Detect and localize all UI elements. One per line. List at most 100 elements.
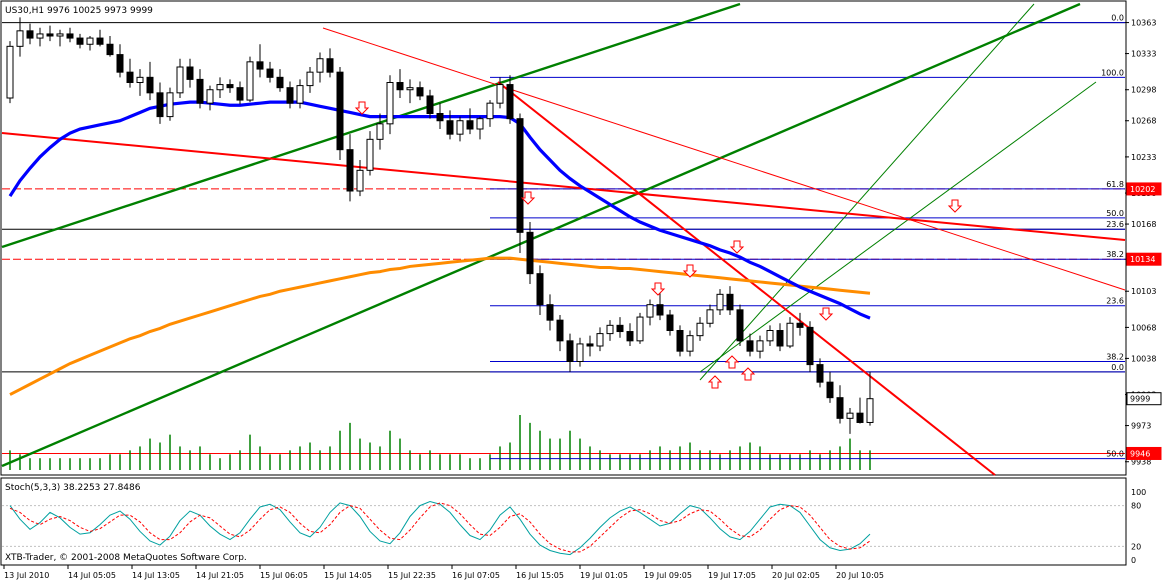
candle-body <box>406 87 414 91</box>
candle-body <box>556 319 564 342</box>
candle-body <box>466 120 474 130</box>
candle-body <box>396 82 404 91</box>
candle-body <box>816 364 824 383</box>
candle-body <box>756 340 764 352</box>
price-tick-label: 9938 <box>1131 458 1151 467</box>
candle-body <box>346 149 354 192</box>
time-label: 19 Jul 17:05 <box>708 571 756 580</box>
price-tick-label: 10168 <box>1131 220 1156 229</box>
candle-body <box>626 331 634 342</box>
candle-body <box>66 33 74 39</box>
candle-body <box>616 324 624 333</box>
candle-body <box>426 95 434 114</box>
candle-body <box>416 87 424 97</box>
fib-label: 50.0 <box>1106 209 1124 218</box>
price-tick-label: 10363 <box>1131 19 1156 28</box>
candle-body <box>376 123 384 140</box>
fib-label: 0.0 <box>1111 14 1124 23</box>
candle-body <box>656 304 664 316</box>
buy-arrow-icon <box>724 355 740 369</box>
candle-body <box>256 61 264 70</box>
time-label: 19 Jul 01:05 <box>580 571 628 580</box>
time-label: 15 Jul 14:05 <box>324 571 372 580</box>
candle-body <box>56 33 64 37</box>
fib-label: 38.2 <box>1106 250 1124 259</box>
candle-body <box>16 30 24 47</box>
time-axis: 13 Jul 2010 14 Jul 05:05 14 Jul 13:05 14 Ju… <box>3 565 884 580</box>
candle-body <box>316 58 324 73</box>
candle-body <box>116 54 124 73</box>
fib-label: 50.0 <box>1106 450 1124 459</box>
candle-body <box>606 324 614 335</box>
candle-body <box>696 322 704 337</box>
fib-label: 38.2 <box>1106 353 1124 362</box>
candle-body <box>206 89 214 104</box>
trend-line-green-thin <box>699 81 1097 373</box>
candle-body <box>446 120 454 135</box>
candle-body <box>676 330 684 352</box>
candle-body <box>506 84 514 120</box>
stoch-main-line <box>9 500 871 556</box>
candle-body <box>726 293 734 311</box>
price-tick-label: 10103 <box>1131 287 1156 296</box>
indicator-label: Stoch(5,3,3) 38.2253 27.8486 <box>5 483 141 493</box>
candle-body <box>356 169 364 192</box>
candle-body <box>636 316 644 342</box>
candle-body <box>646 304 654 318</box>
candle-body <box>286 87 294 104</box>
candle-body <box>266 68 274 78</box>
candle-body <box>96 37 104 45</box>
candle-body <box>366 138 374 171</box>
sell-arrow-icon <box>354 101 370 115</box>
candle-body <box>296 85 304 104</box>
stochastic-oscillator: 100 80 20 0 <box>2 488 1146 565</box>
fib-label: 61.8 <box>1106 180 1124 189</box>
price-tick-label: 10298 <box>1131 86 1156 95</box>
time-label: 20 Jul 10:05 <box>836 571 884 580</box>
candle-body <box>156 92 164 118</box>
candle-body <box>236 87 244 101</box>
price-tick-label: 9973 <box>1131 422 1151 431</box>
candle-body <box>566 340 574 363</box>
candle-body <box>326 58 334 73</box>
price-tick-label: 10233 <box>1131 153 1156 162</box>
trend-line-red-thin <box>322 27 1126 291</box>
candle-body <box>826 381 834 399</box>
candle-body <box>76 37 84 45</box>
candle-body <box>536 273 544 306</box>
stoch-tick-label: 100 <box>1131 488 1146 497</box>
candles <box>6 17 874 434</box>
candle-body <box>846 412 854 419</box>
trend-line-red <box>1 132 1126 241</box>
volume-bars <box>9 415 871 470</box>
price-tag-label: 10134 <box>1130 255 1155 264</box>
sell-arrow-icon <box>650 282 666 296</box>
candle-body <box>106 43 114 56</box>
candle-body <box>526 231 534 275</box>
candle-body <box>136 76 144 84</box>
fib-label: 23.6 <box>1106 220 1124 229</box>
candle-body <box>496 84 504 104</box>
sell-arrow-icon <box>818 307 834 321</box>
price-tick-label: 10333 <box>1131 50 1156 59</box>
price-tag <box>1126 252 1162 266</box>
candle-body <box>546 304 554 321</box>
sell-arrow-icon <box>729 240 745 254</box>
candle-body <box>516 118 524 233</box>
price-tag <box>1126 392 1162 406</box>
candle-body <box>46 33 54 37</box>
candle-body <box>186 66 194 80</box>
candle-body <box>216 84 224 91</box>
candle-body <box>836 397 844 419</box>
fib-label: 100.0 <box>1101 68 1124 77</box>
candle-body <box>436 113 444 122</box>
candle-body <box>576 343 584 362</box>
main-panel-frame <box>0 0 1127 476</box>
candle-body <box>856 412 864 423</box>
candle-body <box>736 309 744 342</box>
price-tag <box>1126 446 1162 460</box>
stoch-tick-label: 80 <box>1131 502 1141 511</box>
candle-body <box>706 309 714 324</box>
candle-body <box>786 322 794 347</box>
